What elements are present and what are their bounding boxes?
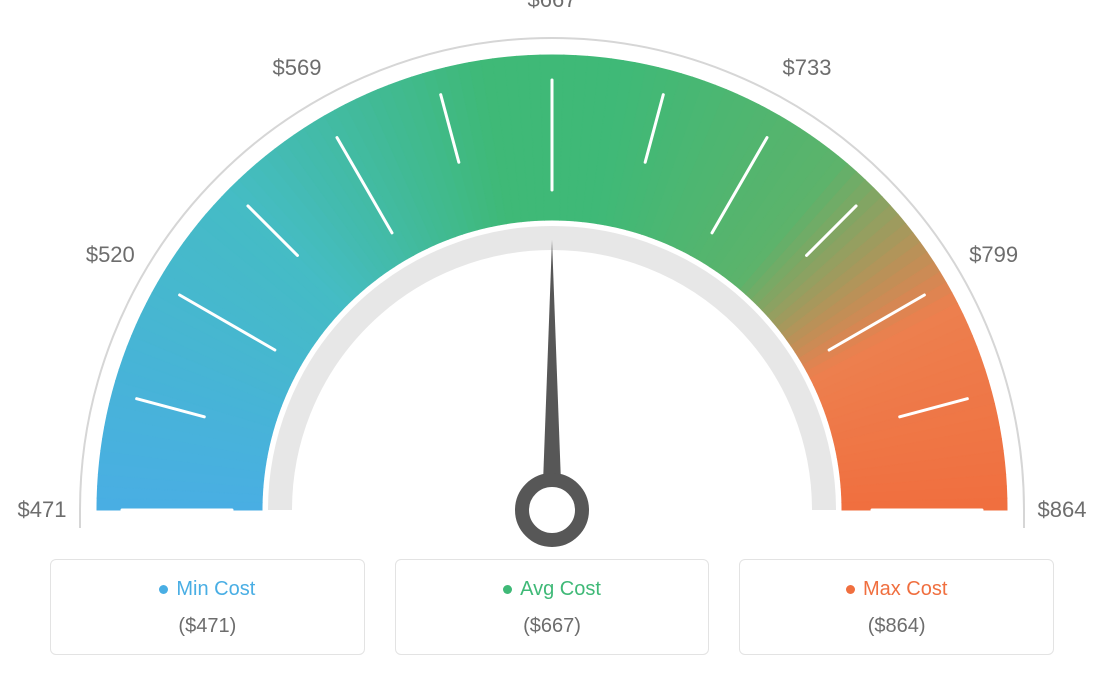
legend-max-value: ($864) — [750, 615, 1043, 638]
gauge-tick-label: $471 — [18, 497, 67, 523]
legend-max-title: Max Cost — [846, 578, 947, 601]
legend-avg-title: Avg Cost — [503, 578, 601, 601]
legend-row: Min Cost ($471) Avg Cost ($667) Max Cost… — [50, 559, 1054, 655]
legend-max-box: Max Cost ($864) — [739, 559, 1054, 655]
legend-avg-value: ($667) — [406, 615, 699, 638]
legend-min-label: Min Cost — [176, 578, 255, 601]
gauge-tick-label: $667 — [528, 0, 577, 13]
gauge-tick-label: $569 — [273, 55, 322, 81]
chart-container: $471 $520 $569 $667 $733 $799 $864 Min Cost ($… — [0, 0, 1104, 690]
legend-avg-label: Avg Cost — [520, 578, 601, 601]
gauge-area: $471 $520 $569 $667 $733 $799 $864 — [0, 0, 1104, 560]
gauge-tick-label: $733 — [783, 55, 832, 81]
legend-max-dot — [846, 585, 855, 594]
gauge-tick-label: $520 — [86, 242, 135, 268]
legend-max-label: Max Cost — [863, 578, 947, 601]
gauge-tick-label: $799 — [969, 242, 1018, 268]
legend-avg-box: Avg Cost ($667) — [395, 559, 710, 655]
gauge-svg — [0, 0, 1104, 560]
gauge-tick-label: $864 — [1038, 497, 1087, 523]
legend-min-value: ($471) — [61, 615, 354, 638]
legend-min-box: Min Cost ($471) — [50, 559, 365, 655]
legend-min-dot — [159, 585, 168, 594]
legend-min-title: Min Cost — [159, 578, 255, 601]
legend-avg-dot — [503, 585, 512, 594]
